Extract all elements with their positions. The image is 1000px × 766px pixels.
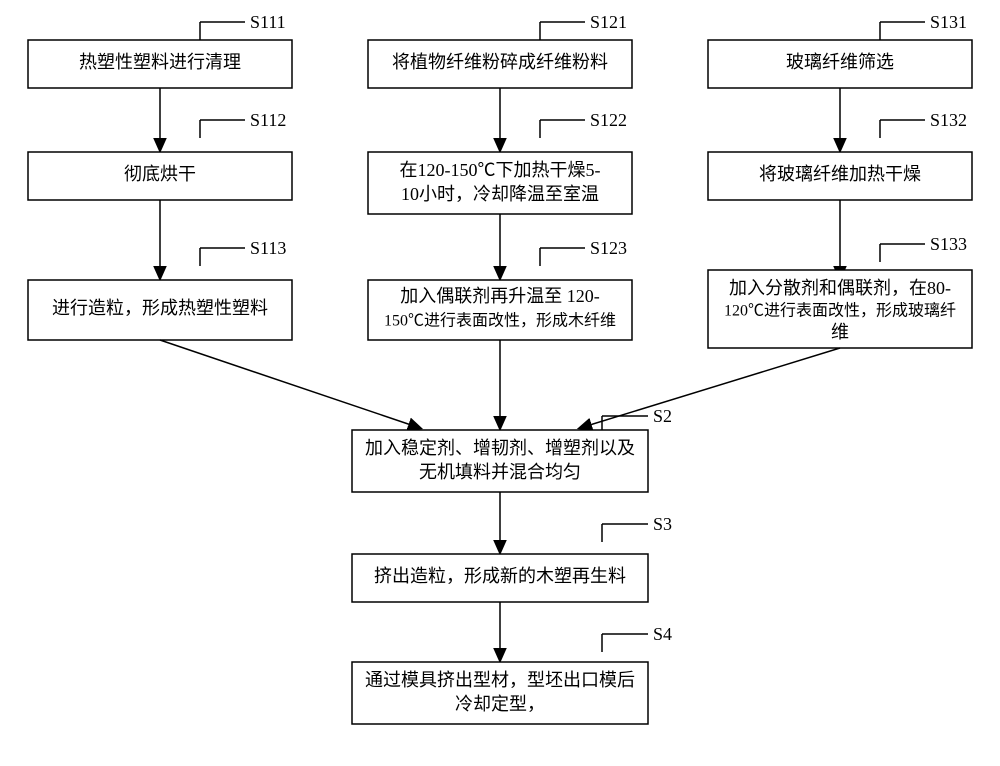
text-s4-l1: 通过模具挤出型材，型坯出口模后: [365, 670, 635, 690]
text-s4-l2: 冷却定型，: [455, 694, 545, 714]
text-s2-l2: 无机填料并混合均匀: [419, 462, 581, 482]
node-s3: 挤出造粒，形成新的木塑再生料: [352, 554, 648, 602]
label-s3: S3: [653, 514, 672, 534]
text-s131: 玻璃纤维筛选: [786, 52, 894, 72]
text-s123-l1: 加入偶联剂再升温至 120-: [400, 286, 600, 306]
text-s2-l1: 加入稳定剂、增韧剂、增塑剂以及: [365, 438, 635, 458]
node-s122: 在120-150℃下加热干燥5- 10小时，冷却降温至室温: [368, 152, 632, 214]
text-s122-l2: 10小时，冷却降温至室温: [401, 184, 599, 204]
label-s111: S111: [250, 12, 286, 32]
label-s132: S132: [930, 110, 967, 130]
node-s2: 加入稳定剂、增韧剂、增塑剂以及 无机填料并混合均匀: [352, 430, 648, 492]
node-s113: 进行造粒，形成热塑性塑料: [28, 280, 292, 340]
label-s4: S4: [653, 624, 672, 644]
text-s3: 挤出造粒，形成新的木塑再生料: [374, 566, 626, 586]
text-s133-l1: 加入分散剂和偶联剂，在80-: [729, 278, 951, 298]
label-s122: S122: [590, 110, 627, 130]
node-s112: 彻底烘干: [28, 152, 292, 200]
text-s132: 将玻璃纤维加热干燥: [759, 164, 921, 184]
node-s111: 热塑性塑料进行清理: [28, 40, 292, 88]
node-s133: 加入分散剂和偶联剂，在80- 120℃进行表面改性，形成玻璃纤 维: [708, 270, 972, 348]
label-s113: S113: [250, 238, 286, 258]
label-s112: S112: [250, 110, 286, 130]
label-s133: S133: [930, 234, 967, 254]
node-s121: 将植物纤维粉碎成纤维粉料: [368, 40, 632, 88]
label-s2: S2: [653, 406, 672, 426]
text-s112: 彻底烘干: [124, 164, 196, 184]
label-s131: S131: [930, 12, 967, 32]
text-s113: 进行造粒，形成热塑性塑料: [52, 298, 268, 318]
node-s132: 将玻璃纤维加热干燥: [708, 152, 972, 200]
node-s123: 加入偶联剂再升温至 120- 150℃进行表面改性，形成木纤维: [368, 280, 632, 340]
text-s121: 将植物纤维粉碎成纤维粉料: [392, 52, 608, 72]
label-s121: S121: [590, 12, 627, 32]
node-s131: 玻璃纤维筛选: [708, 40, 972, 88]
label-s123: S123: [590, 238, 627, 258]
node-s4: 通过模具挤出型材，型坯出口模后 冷却定型，: [352, 662, 648, 724]
text-s133-l3: 维: [831, 322, 849, 342]
text-s111: 热塑性塑料进行清理: [79, 52, 241, 72]
text-s133-l2: 120℃进行表面改性，形成玻璃纤: [724, 302, 956, 320]
text-s123-l2: 150℃进行表面改性，形成木纤维: [384, 312, 616, 330]
text-s122-l1: 在120-150℃下加热干燥5-: [400, 160, 601, 180]
